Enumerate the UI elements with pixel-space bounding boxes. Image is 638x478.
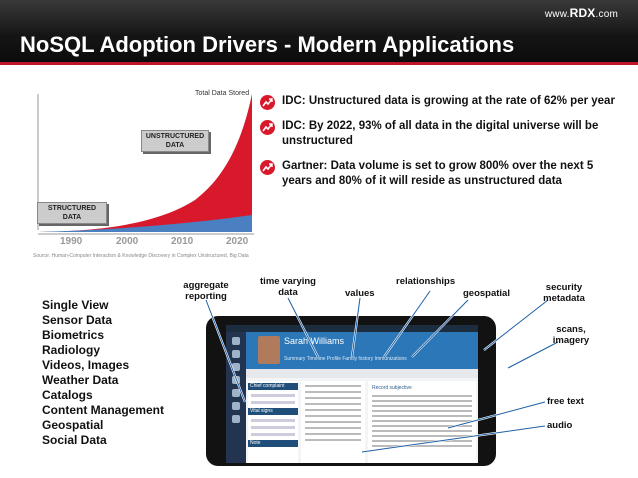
complaint-panel: Chief complaint Vital signs Note (248, 381, 298, 463)
slide-title: NoSQL Adoption Drivers - Modern Applicat… (20, 32, 515, 57)
callout-geospatial: geospatial (463, 288, 510, 299)
callout-time-varying: time varying data (260, 276, 316, 298)
callout-relationships: relationships (396, 276, 456, 287)
patient-tabs[interactable]: Summary Timeline Profile Family history … (284, 356, 407, 362)
title-rule (0, 62, 638, 65)
use-case-item: Biometrics (42, 328, 105, 342)
callout-audio: audio (547, 420, 573, 431)
patient-header: Sarah Williams Summary Timeline Profile … (246, 332, 478, 369)
use-case-item: Single View (42, 298, 109, 312)
statistics-list: IDC: Unstructured data is growing at the… (260, 94, 620, 199)
app-sidebar (226, 332, 246, 463)
panel-title: Chief complaint (248, 383, 298, 390)
structured-tag: STRUCTURED DATA (37, 202, 107, 224)
rdx-logo: www.RDX.com (544, 6, 618, 20)
data-growth-chart: Total Data Stored UNSTRUCTURED DATA STRU… (30, 82, 256, 272)
callout-free-text: free text (547, 396, 584, 407)
structured-area (38, 215, 252, 232)
growth-chart-icon (260, 160, 275, 175)
tablet-device: Sarah Williams Summary Timeline Profile … (206, 316, 496, 466)
panel-note: Note (248, 440, 298, 447)
app-topbar (226, 325, 478, 332)
use-case-item: Sensor Data (42, 313, 113, 327)
patient-name: Sarah Williams (284, 336, 345, 346)
record-title: Record subjective (372, 385, 412, 391)
callout-aggregate-reporting: aggregate reporting (183, 280, 229, 302)
use-case-item: Content Management (42, 403, 165, 417)
callout-values: values (345, 288, 375, 299)
use-case-item: Videos, Images (42, 358, 130, 372)
year-tick: 1990 (60, 236, 83, 247)
growth-chart-icon (260, 95, 275, 110)
statistic-item: IDC: By 2022, 93% of all data in the dig… (260, 119, 620, 149)
use-case-item: Catalogs (42, 388, 93, 402)
use-case-item: Radiology (42, 343, 101, 357)
year-tick: 2000 (116, 236, 139, 247)
chart-source: Source: Human-Computer Interaction & Kno… (33, 253, 249, 259)
year-tick: 2020 (226, 236, 249, 247)
patient-avatar (258, 336, 280, 364)
tablet-screen: Sarah Williams Summary Timeline Profile … (226, 325, 478, 463)
callout-security-metadata: security metadata (543, 282, 585, 304)
use-case-item: Geospatial (42, 418, 104, 432)
unstructured-tag: UNSTRUCTURED DATA (141, 130, 209, 152)
use-case-list: Single View Sensor Data Biometrics Radio… (42, 298, 164, 448)
statistic-item: Gartner: Data volume is set to grow 800%… (260, 159, 620, 189)
growth-chart-icon (260, 120, 275, 135)
use-case-item: Weather Data (42, 373, 119, 387)
unstructured-area (38, 94, 252, 232)
use-case-item: Social Data (42, 433, 107, 447)
app-toolbar (246, 369, 478, 378)
panel-subtitle: Vital signs (248, 408, 298, 415)
record-panel: Record subjective (368, 381, 476, 463)
statistic-item: IDC: Unstructured data is growing at the… (260, 94, 620, 110)
total-data-label: Total Data Stored (195, 90, 250, 97)
callout-scans-imagery: scans, imagery (552, 324, 590, 346)
slide-header: www.RDX.com NoSQL Adoption Drivers - Mod… (0, 0, 638, 65)
year-tick: 2010 (171, 236, 194, 247)
symptom-panel (301, 381, 365, 463)
